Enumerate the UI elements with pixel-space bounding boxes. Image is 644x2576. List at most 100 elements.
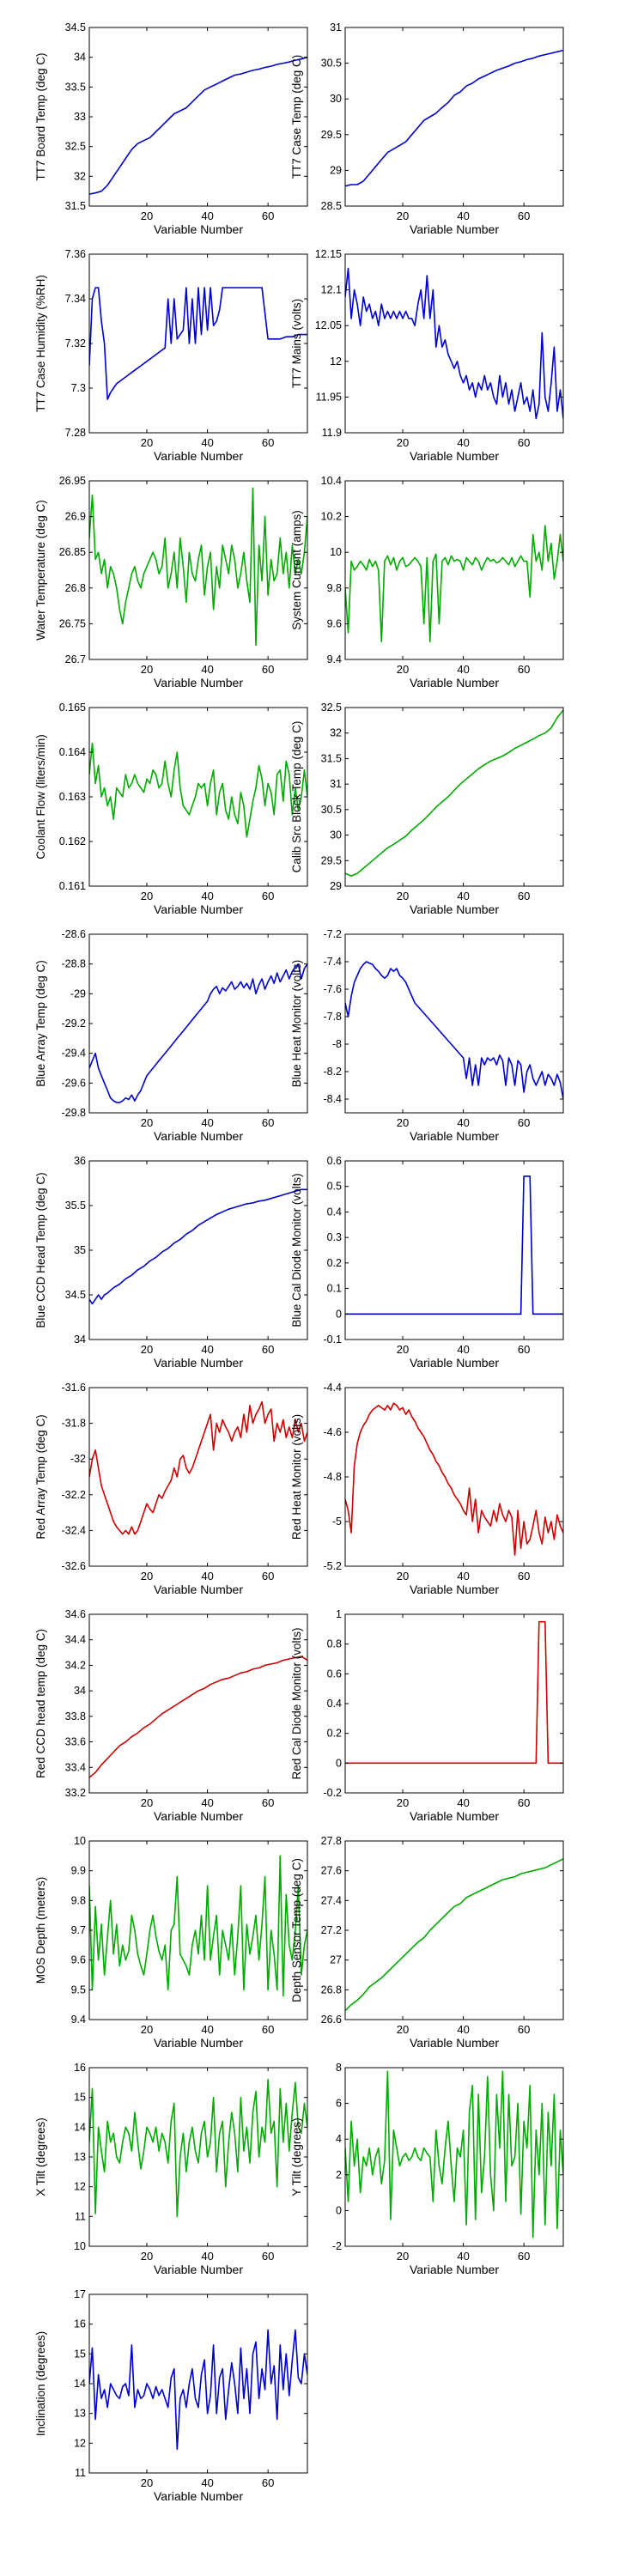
x-axis-label: Variable Number [154,1129,243,1143]
y-tick-label: 11.95 [316,391,342,403]
y-axis-label: Coolant Flow (liters/min) [34,734,47,860]
plot-frame [88,1613,308,1794]
x-tick-label: 40 [457,210,469,222]
plot-frame [88,253,308,434]
x-tick-label: 20 [397,1570,409,1583]
y-tick-label: 17 [74,2288,86,2300]
y-tick-label: 7.36 [65,248,86,260]
y-tick-label: -8.2 [323,1066,342,1078]
y-tick-label: -29 [70,987,86,999]
y-tick-label: 29.5 [321,854,342,866]
y-tick-label: 31.5 [65,200,86,212]
series-line [89,1656,307,1778]
y-tick-label: -32.2 [62,1489,87,1501]
plot-frame [344,1160,564,1340]
plot-frame [344,933,564,1114]
y-axis-label: TT7 Board Temp (deg C) [34,52,47,180]
chart-panel-16: 20 40 60 -0.2 0 0.2 0.4 0.6 0.8 1 Variable Number R… [290,1608,564,1823]
x-tick-label: 60 [262,436,274,449]
y-tick-label: 13 [74,2151,86,2163]
x-tick-label: 20 [141,1116,153,1129]
chart-panel-11: 20 40 60 34 34.5 35 35.5 36 Variable Number Blue … [34,1155,308,1370]
x-tick-label: 20 [141,436,153,449]
y-tick-label: 10 [74,1835,86,1847]
x-tick-label: 60 [518,1796,530,1809]
y-tick-label: 30 [330,829,342,841]
chart-panel-17: 20 40 60 9.4 9.5 9.6 9.7 9.8 9.9 10 Variable Numbe… [34,1835,308,2050]
y-tick-label: 0.1 [327,1283,342,1295]
y-tick-label: 12 [74,2181,86,2193]
y-tick-label: 15 [74,2348,86,2360]
series-line [89,487,307,647]
series-line [345,1620,563,1765]
x-tick-label: 20 [397,663,409,676]
series-line [345,2070,563,2239]
x-tick-label: 40 [457,2023,469,2036]
x-tick-label: 60 [518,2023,530,2036]
x-tick-label: 20 [397,436,409,449]
y-tick-label: 34.4 [65,1634,86,1646]
y-tick-label: 26.9 [65,511,86,523]
x-axis-label: Variable Number [410,1809,499,1823]
y-tick-label: 0 [336,2204,342,2216]
x-tick-label: 20 [141,890,153,902]
chart-panel-14: 20 40 60 -5.2 -5 -4.8 -4.6 -4.4 Variable Number R… [290,1382,564,1596]
x-axis-label: Variable Number [154,222,243,236]
y-tick-label: 33 [74,111,86,123]
x-axis-label: Variable Number [154,2036,243,2050]
y-tick-label: -4.6 [323,1426,342,1438]
y-axis-label: Red Array Temp (deg C) [34,1414,47,1539]
y-tick-label: -5 [332,1516,342,1528]
x-tick-label: 20 [397,1116,409,1129]
x-tick-label: 60 [262,2476,274,2489]
y-tick-label: -7.2 [323,928,342,940]
y-tick-label: 31 [330,778,342,790]
x-axis-label: Variable Number [154,2489,243,2503]
y-axis-label: System Current (amps) [290,510,303,630]
y-tick-label: -29.6 [62,1077,87,1089]
plot-frame [344,707,564,887]
y-tick-label: 26.8 [321,1984,342,1996]
y-tick-label: 7.3 [71,382,86,394]
y-tick-label: 27 [330,1954,342,1966]
y-tick-label: 28.5 [321,200,342,212]
y-tick-label: 14 [74,2378,86,2390]
y-tick-label: -29.8 [62,1107,87,1119]
y-tick-label: 0.2 [327,1728,342,1740]
x-tick-label: 20 [397,210,409,222]
y-tick-label: 32 [74,170,86,182]
series-line [89,1855,307,1997]
y-tick-label: 11 [75,2467,86,2479]
y-tick-label: 29 [330,164,342,176]
y-axis-label: Red Cal Diode Monitor (volts) [290,1627,303,1779]
x-tick-label: 60 [518,663,530,676]
y-tick-label: 9.4 [327,653,342,665]
x-tick-label: 40 [201,890,213,902]
y-axis-label: Water Temperature (deg C) [34,500,47,641]
x-tick-label: 40 [201,210,213,222]
y-tick-label: 0.165 [59,702,86,714]
y-axis-label: TT7 Case Temp (deg C) [290,55,303,179]
y-tick-label: 26.85 [59,546,86,558]
y-axis-label: Calib Src Block Temp (deg C) [290,721,303,873]
plot-frame [344,253,564,434]
y-tick-label: 10.2 [321,511,342,523]
y-axis-label: Blue Cal Diode Monitor (volts) [290,1173,303,1327]
y-tick-label: -8 [332,1038,342,1050]
plot-frame [344,1840,564,2020]
y-tick-label: -32.4 [62,1524,87,1536]
y-axis-label: Blue CCD Head Temp (deg C) [34,1172,47,1327]
y-tick-label: -7.8 [323,1011,342,1023]
x-axis-label: Variable Number [410,1583,499,1596]
x-tick-label: 40 [457,663,469,676]
x-tick-label: 20 [141,2250,153,2263]
y-tick-label: 9.7 [71,1924,86,1936]
x-tick-label: 20 [397,2023,409,2036]
y-tick-label: 0.4 [327,1698,342,1710]
x-tick-label: 40 [457,1343,469,1356]
y-tick-label: 34.5 [65,1289,86,1301]
y-tick-label: 9.6 [327,617,342,629]
y-tick-label: -32.6 [62,1560,87,1572]
y-tick-label: 34 [74,52,86,64]
